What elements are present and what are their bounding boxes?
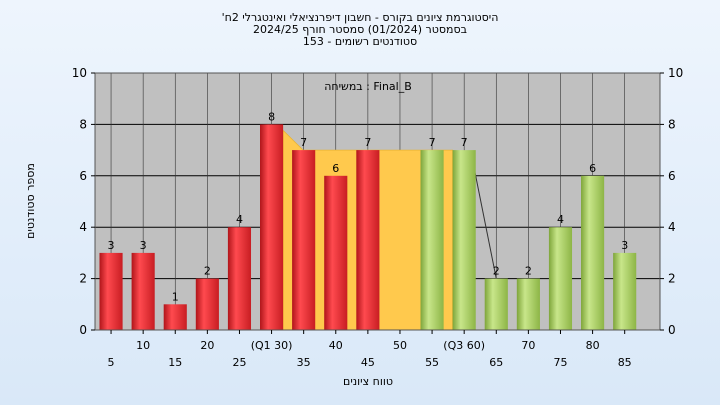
bar-5: [99, 252, 123, 330]
x-tick-label-85: 85: [618, 356, 632, 369]
x-tick-label-25: 25: [232, 356, 246, 369]
x-tick-label-15: 15: [168, 356, 182, 369]
bar-75: [548, 227, 573, 330]
bar-15: [163, 304, 187, 330]
bar-value-label-65: 2: [493, 265, 500, 278]
x-tick-label-10: 10: [136, 339, 150, 352]
plot-frame: [94, 72, 661, 331]
y-axis-title: מספר סטודנטים: [24, 163, 37, 239]
y-tick-label-left-4: 4: [79, 220, 87, 234]
y-tick-label-right-0: 0: [668, 323, 676, 337]
bar-value-label-55: 7: [429, 136, 436, 149]
bars: [99, 124, 637, 331]
y-axis-right: 0 2 4 6 8 10: [660, 66, 683, 337]
bar-value-label-35: 7: [300, 136, 307, 149]
bar-30: [260, 124, 284, 331]
bar-55: [420, 150, 444, 330]
bar-value-label-20: 2: [204, 265, 211, 278]
chart-title-line-1: 'היסטוגרמת ציונים בקורס - חשבון דיפרנציא…: [221, 11, 499, 24]
chart-title-line-3: סטודנטים רשומים - 153: [302, 35, 418, 48]
x-tick-label-65: 65: [489, 356, 503, 369]
y-tick-label-right-8: 8: [668, 117, 676, 131]
y-axis-left: 0 2 4 6 8 10: [72, 66, 95, 337]
bar-35: [292, 150, 316, 330]
bar-value-label-70: 2: [525, 265, 532, 278]
bar-value-label-60: 7: [461, 136, 468, 149]
x-tick-label-50: 50: [393, 339, 407, 352]
x-tick-label-5: 5: [108, 356, 115, 369]
chart-title-line-2: בסמסטר (01/2024) סמסטר חורף 2024/25: [253, 23, 467, 36]
bar-value-label-80: 6: [589, 162, 596, 175]
bar-value-label-15: 1: [172, 290, 179, 303]
bar-45: [356, 150, 380, 330]
bar-value-label-45: 7: [364, 136, 371, 149]
y-tick-label-right-4: 4: [668, 220, 676, 234]
x-tick-label-55: 55: [425, 356, 439, 369]
y-tick-label-right-10: 10: [668, 66, 683, 80]
bar-20: [195, 278, 219, 330]
x-tick-label-20: 20: [200, 339, 214, 352]
x-tick-label-75: 75: [553, 356, 567, 369]
bar-value-labels: 3 3 1 2 4 8 7 6 7 7 7 2 2 4 6 3: [108, 110, 629, 303]
y-tick-label-right-2: 2: [668, 272, 676, 286]
x-tick-label-30: (Q1 30): [251, 339, 293, 352]
x-tick-label-70: 70: [521, 339, 535, 352]
bar-value-label-40: 6: [332, 162, 339, 175]
x-tick-label-80: 80: [586, 339, 600, 352]
y-tick-label-left-10: 10: [72, 66, 87, 80]
bar-value-label-10: 3: [140, 239, 147, 252]
band-connector-line: [473, 166, 497, 279]
x-axis-title: טווח ציונים: [343, 375, 393, 388]
x-tick-label-40: 40: [329, 339, 343, 352]
bar-40: [324, 175, 348, 330]
bar-value-label-30: 8: [268, 110, 275, 123]
y-tick-label-right-6: 6: [668, 169, 676, 183]
inner-label: במשיחה : Final_B: [324, 80, 412, 93]
bar-60: [452, 150, 476, 330]
x-tick-label-45: 45: [361, 356, 375, 369]
bar-value-label-25: 4: [236, 213, 243, 226]
y-tick-label-left-0: 0: [79, 323, 87, 337]
y-tick-label-left-8: 8: [79, 117, 87, 131]
bar-10: [131, 252, 155, 330]
bar-80: [581, 175, 605, 330]
bar-value-label-85: 3: [621, 239, 628, 252]
bar-value-label-75: 4: [557, 213, 564, 226]
y-tick-label-left-2: 2: [79, 272, 87, 286]
bar-70: [516, 278, 540, 330]
y-tick-label-left-6: 6: [79, 169, 87, 183]
x-tick-label-35: 35: [297, 356, 311, 369]
x-tick-label-60: (Q3 60): [443, 339, 485, 352]
bar-65: [484, 278, 508, 330]
x-axis: 5 10 15 20 25 (Q1 30) 35 40 45 50 55 (Q3 60) 65 70 75 8…: [108, 330, 632, 369]
bar-value-label-5: 3: [108, 239, 115, 252]
bar-85: [613, 252, 637, 330]
bar-25: [227, 227, 252, 330]
